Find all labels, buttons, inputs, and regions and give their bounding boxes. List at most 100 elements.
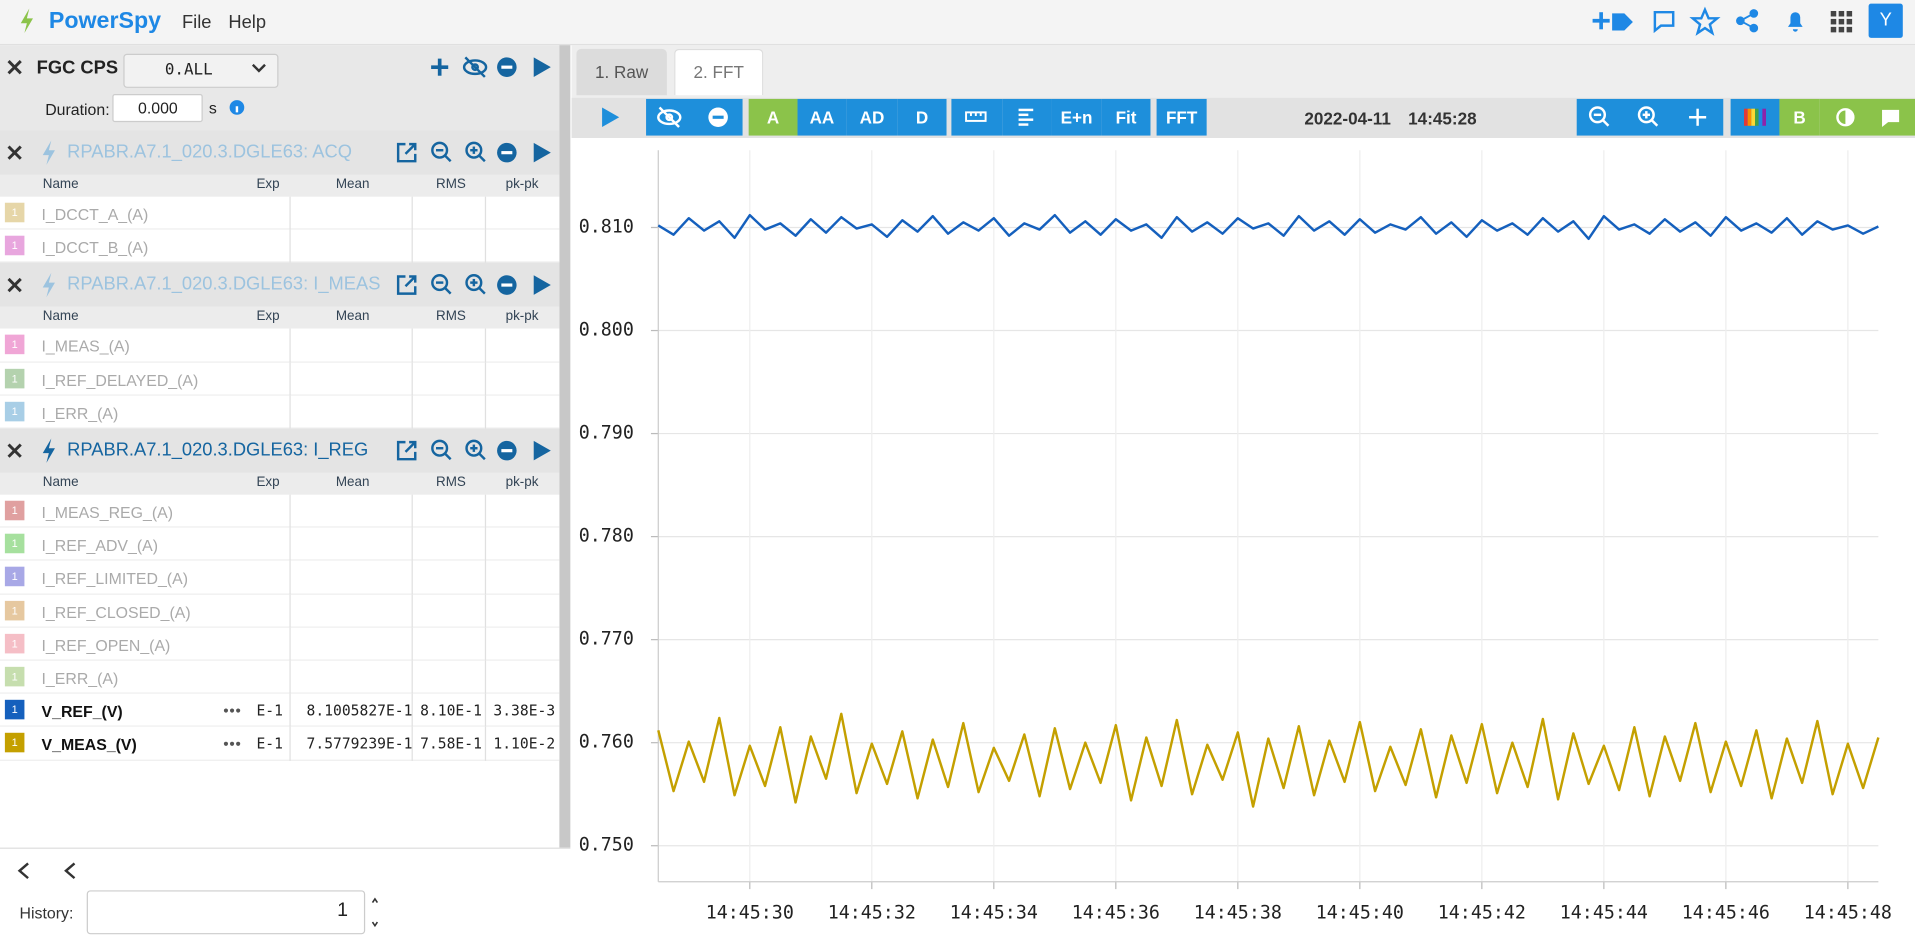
channel-rms: 7.58E-1 (420, 735, 482, 753)
menu-help[interactable]: Help (228, 12, 267, 33)
channel-badge[interactable]: 1 (4, 567, 25, 587)
column-divider (484, 594, 487, 628)
channel-name: V_MEAS_(V) (41, 735, 137, 755)
toolbar-button[interactable] (646, 98, 743, 136)
app-name[interactable]: PowerSpy (48, 8, 162, 35)
user-avatar[interactable]: Y (1868, 3, 1903, 38)
group-title[interactable]: RPABR.A7.1_020.3.DGLE63: ACQ (67, 141, 352, 163)
x-tick-label: 14:45:32 (828, 903, 916, 924)
toolbar-button[interactable]: D (897, 98, 947, 136)
column-divider (484, 229, 487, 264)
channel-badge[interactable]: 1 (4, 733, 25, 753)
column-divider (411, 329, 413, 363)
duration-label: Duration: (45, 100, 110, 119)
column-divider (411, 594, 413, 628)
toolbar-button[interactable] (1576, 98, 1724, 136)
column-header: Mean (335, 177, 370, 192)
toolbar-button[interactable]: AD (846, 98, 898, 136)
toolbar-button[interactable] (951, 98, 1003, 136)
toolbar-button[interactable]: Fit (1101, 98, 1151, 136)
channel-row[interactable] (0, 229, 560, 264)
spin-up[interactable] (371, 897, 379, 903)
channel-name: I_REF_DELAYED_(A) (41, 370, 199, 390)
channel-row[interactable] (0, 362, 560, 396)
channel-row[interactable] (0, 329, 560, 363)
channel-row[interactable] (0, 527, 560, 562)
sidebar-scrollbar[interactable] (559, 45, 571, 848)
channel-badge[interactable]: 1 (4, 335, 25, 355)
column-divider (289, 395, 291, 429)
back-icon[interactable] (17, 862, 29, 880)
history-value[interactable]: 1 (337, 900, 348, 921)
column-divider (411, 229, 413, 264)
group-title[interactable]: RPABR.A7.1_020.3.DGLE63: I_REG (67, 439, 369, 461)
toolbar-button[interactable]: FFT (1156, 98, 1207, 136)
column-divider (411, 627, 413, 661)
channel-badge[interactable]: 1 (4, 235, 25, 256)
column-divider (289, 362, 291, 396)
column-divider (289, 527, 291, 562)
tab-fft[interactable]: 2. FFT (674, 48, 764, 96)
column-divider (484, 561, 487, 595)
channel-row[interactable] (0, 196, 560, 230)
column-divider (411, 727, 413, 761)
channel-name: I_MEAS_(A) (41, 337, 130, 356)
channel-row[interactable] (0, 561, 560, 595)
column-divider (484, 395, 487, 429)
channel-row[interactable] (0, 693, 560, 728)
column-header: RMS (436, 475, 466, 490)
channel-badge[interactable]: 1 (4, 533, 25, 554)
duration-input[interactable] (112, 94, 203, 123)
y-tick-label: 0.810 (579, 216, 634, 237)
x-tick-label: 14:45:44 (1560, 903, 1648, 924)
y-tick-label: 0.770 (579, 629, 634, 650)
duration-value[interactable]: 0.000 (138, 98, 178, 118)
column-divider (289, 196, 291, 230)
selector-value[interactable]: 0.ALL (164, 61, 213, 80)
toolbar-button[interactable] (1002, 98, 1052, 136)
toolbar-button[interactable] (1819, 98, 1915, 136)
column-header-row (0, 307, 560, 330)
channel-row[interactable] (0, 494, 560, 528)
x-tick-label: 14:45:34 (950, 903, 1038, 924)
channel-name: I_ERR_(A) (41, 669, 119, 688)
channel-row[interactable] (0, 660, 560, 694)
back-icon[interactable] (64, 862, 76, 880)
toolbar-button[interactable]: B (1779, 98, 1820, 136)
spin-down[interactable] (371, 921, 379, 928)
column-divider (411, 395, 413, 429)
channel-badge[interactable]: 1 (4, 633, 25, 654)
channel-badge[interactable]: 1 (4, 700, 25, 720)
x-tick-label: 14:45:42 (1438, 903, 1526, 924)
channel-row[interactable] (0, 594, 560, 628)
column-header: Name (42, 475, 79, 490)
column-header-row (0, 174, 560, 197)
channel-badge[interactable]: 1 (4, 500, 25, 521)
channel-row[interactable] (0, 727, 560, 761)
x-tick-label: 14:45:30 (706, 903, 794, 924)
menu-file[interactable]: File (181, 12, 212, 33)
channel-exp: E-1 (256, 702, 283, 720)
toolbar-button[interactable]: A (748, 98, 798, 136)
toolbar-button[interactable] (1730, 98, 1780, 136)
channel-row[interactable] (0, 395, 560, 429)
column-divider (411, 494, 413, 528)
channel-badge[interactable]: 1 (4, 600, 25, 620)
column-divider (484, 727, 487, 761)
column-divider (484, 627, 487, 661)
tab-raw[interactable]: 1. Raw (576, 48, 667, 96)
channel-row[interactable] (0, 627, 560, 661)
y-tick-label: 0.780 (579, 526, 634, 547)
device-name: FGC CPS (36, 57, 119, 79)
toolbar-button[interactable]: E+n (1051, 98, 1102, 136)
channel-badge[interactable]: 1 (4, 666, 25, 687)
toolbar-button[interactable]: AA (797, 98, 847, 136)
column-divider (411, 561, 413, 595)
column-divider (289, 660, 291, 694)
group-title[interactable]: RPABR.A7.1_020.3.DGLE63: I_MEAS (67, 274, 381, 295)
channel-badge[interactable]: 1 (4, 401, 25, 422)
channel-badge[interactable]: 1 (4, 368, 25, 388)
history-input[interactable] (86, 890, 366, 935)
channel-badge[interactable]: 1 (4, 202, 25, 223)
column-divider (289, 627, 291, 661)
